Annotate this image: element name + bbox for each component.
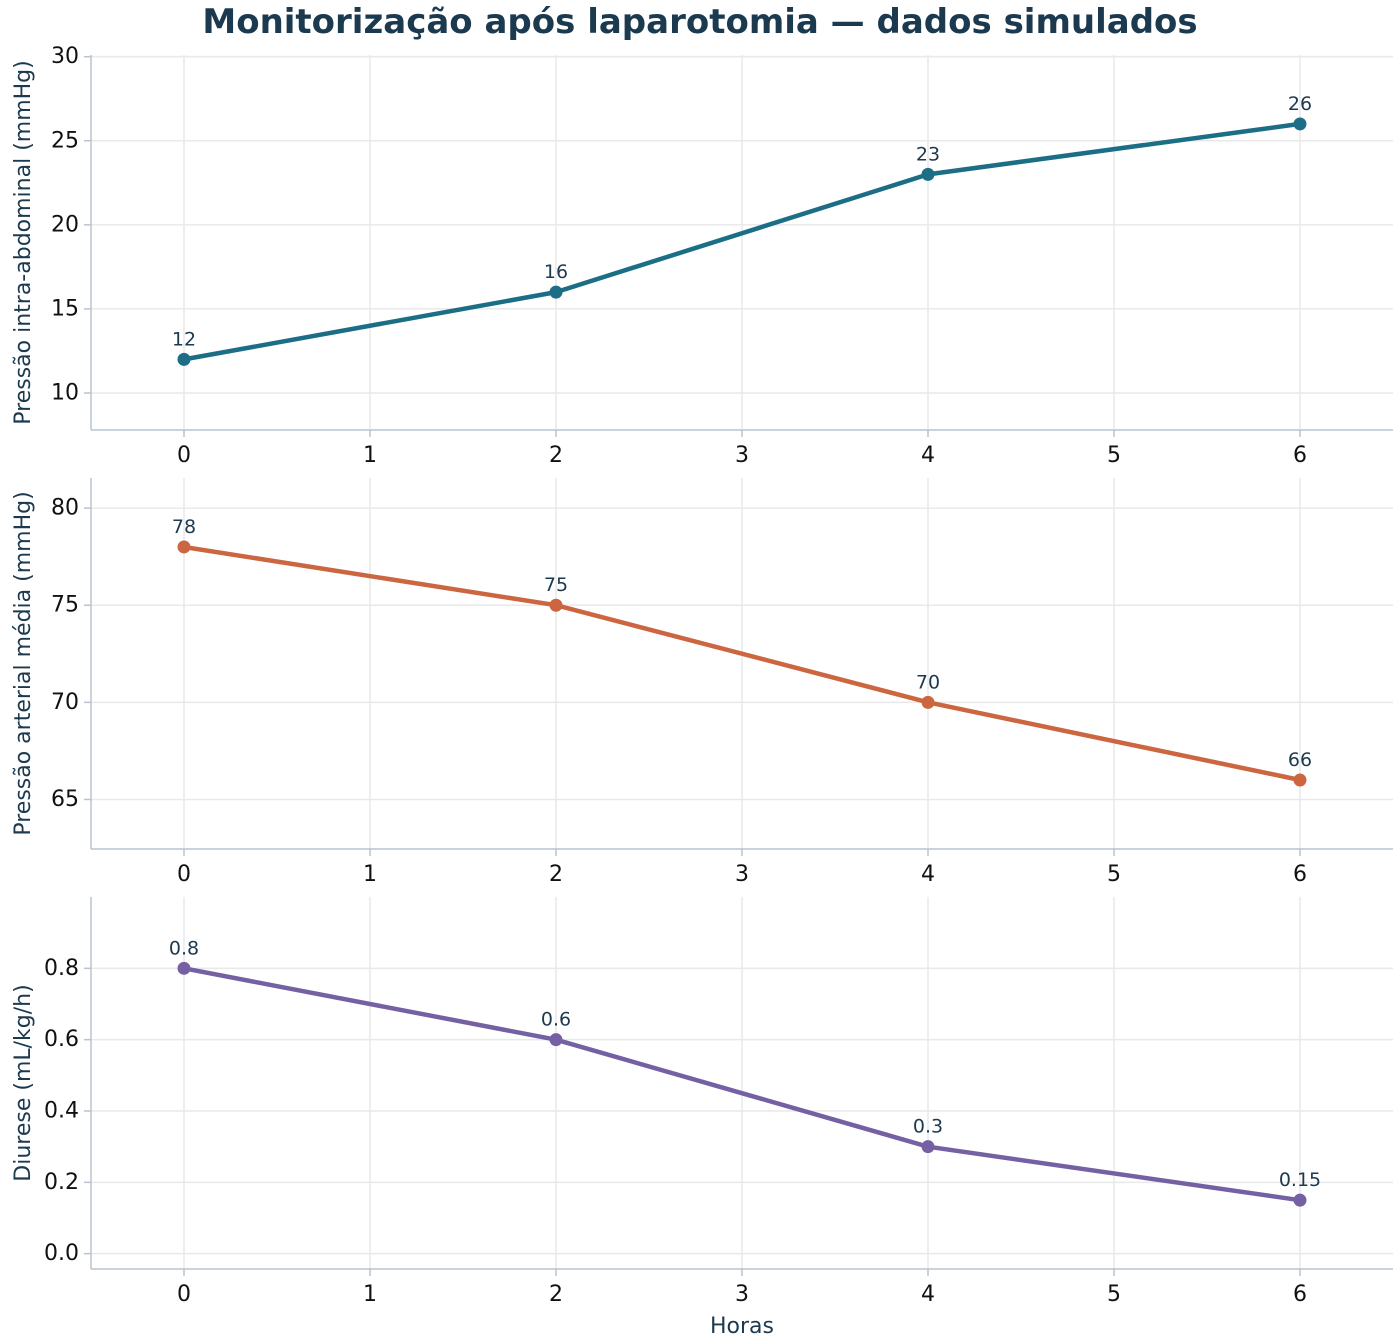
x-tick-label: 2: [549, 1282, 563, 1307]
data-label: 70: [916, 671, 940, 693]
data-point: [921, 1140, 935, 1154]
data-point: [1293, 1193, 1307, 1207]
x-tick-label: 2: [549, 862, 563, 887]
x-tick-label: 6: [1293, 862, 1307, 887]
data-point: [177, 961, 191, 975]
data-point: [549, 1033, 563, 1047]
data-label: 16: [544, 261, 568, 283]
data-label: 26: [1288, 93, 1312, 115]
x-tick-label: 0: [177, 443, 191, 468]
y-axis-label: Pressão intra-abdominal (mmHg): [11, 60, 36, 424]
data-label: 66: [1288, 749, 1312, 771]
data-label: 0.15: [1279, 1169, 1321, 1191]
x-tick-label: 1: [363, 1282, 377, 1307]
x-tick-label: 1: [363, 443, 377, 468]
x-tick-label: 5: [1107, 1282, 1121, 1307]
data-label: 23: [916, 143, 940, 165]
x-tick-label: 4: [921, 443, 935, 468]
x-tick-label: 3: [735, 862, 749, 887]
y-axis-label: Diurese (mL/kg/h): [11, 984, 36, 1181]
x-tick-label: 0: [177, 862, 191, 887]
series-line: [181, 966, 1303, 1203]
data-label: 78: [172, 516, 196, 538]
data-label: 0.3: [913, 1116, 943, 1138]
data-label: 75: [544, 574, 568, 596]
x-tick-label: 4: [921, 1282, 935, 1307]
y-tick-label: 0.4: [44, 1098, 79, 1123]
x-tick-label: 6: [1293, 443, 1307, 468]
x-tick-label: 6: [1293, 1282, 1307, 1307]
y-tick-label: 15: [51, 296, 79, 321]
y-tick-label: 80: [51, 496, 79, 521]
y-tick-label: 30: [51, 44, 79, 69]
x-tick-label: 3: [735, 443, 749, 468]
y-tick-label: 65: [51, 787, 79, 812]
y-axis-label: Pressão arterial média (mmHg): [11, 491, 36, 835]
data-label: 12: [172, 328, 196, 350]
data-point: [1293, 117, 1307, 131]
y-tick-label: 70: [51, 690, 79, 715]
y-tick-label: 0.0: [44, 1241, 79, 1266]
data-point: [549, 285, 563, 299]
y-tick-label: 0.2: [44, 1170, 79, 1195]
data-point: [177, 540, 191, 554]
data-point: [921, 167, 935, 181]
y-tick-label: 0.8: [44, 956, 79, 981]
y-tick-label: 75: [51, 593, 79, 618]
data-point: [1293, 773, 1307, 787]
y-tick-label: 20: [51, 212, 79, 237]
data-label: 0.8: [169, 937, 199, 959]
series-line: [181, 121, 1303, 362]
x-tick-label: 5: [1107, 862, 1121, 887]
data-label: 0.6: [541, 1009, 571, 1031]
data-point: [177, 352, 191, 366]
x-tick-label: 5: [1107, 443, 1121, 468]
y-tick-label: 0.6: [44, 1027, 79, 1052]
data-point: [549, 598, 563, 612]
y-tick-label: 10: [51, 381, 79, 406]
x-axis-label: Horas: [710, 1314, 774, 1339]
x-tick-label: 2: [549, 443, 563, 468]
chart-title: Monitorização após laparotomia — dados s…: [202, 2, 1198, 42]
x-tick-label: 3: [735, 1282, 749, 1307]
data-point: [921, 695, 935, 709]
series-line: [181, 544, 1303, 783]
y-tick-label: 25: [51, 128, 79, 153]
x-tick-label: 4: [921, 862, 935, 887]
x-tick-label: 0: [177, 1282, 191, 1307]
x-tick-label: 1: [363, 862, 377, 887]
